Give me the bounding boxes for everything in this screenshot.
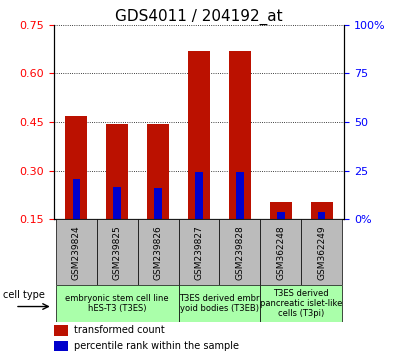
Bar	[301, 219, 342, 285]
Text: cell type: cell type	[3, 290, 45, 301]
Text: GSM239828: GSM239828	[236, 225, 244, 280]
Text: GSM239824: GSM239824	[72, 225, 81, 280]
Bar	[188, 51, 210, 219]
Bar	[179, 219, 219, 285]
Title: GDS4011 / 204192_at: GDS4011 / 204192_at	[115, 8, 283, 25]
Bar	[236, 172, 244, 219]
Text: T3ES derived embr
yoid bodies (T3EB): T3ES derived embr yoid bodies (T3EB)	[179, 294, 260, 313]
Bar	[179, 285, 260, 322]
Bar	[65, 116, 88, 219]
Text: GSM362249: GSM362249	[317, 225, 326, 280]
Bar	[54, 341, 68, 351]
Bar	[260, 219, 301, 285]
Bar	[269, 202, 292, 219]
Bar	[138, 219, 179, 285]
Bar	[147, 124, 169, 219]
Bar	[195, 172, 203, 219]
Text: GSM239827: GSM239827	[195, 225, 203, 280]
Bar	[54, 325, 68, 336]
Text: GSM362248: GSM362248	[276, 225, 285, 280]
Bar	[229, 51, 251, 219]
Text: transformed count: transformed count	[74, 325, 165, 336]
Bar	[56, 285, 179, 322]
Bar	[97, 219, 138, 285]
Text: embryonic stem cell line
hES-T3 (T3ES): embryonic stem cell line hES-T3 (T3ES)	[65, 294, 169, 313]
Text: GSM239825: GSM239825	[113, 225, 122, 280]
Bar	[72, 178, 80, 219]
Bar	[310, 202, 333, 219]
Bar	[277, 212, 285, 219]
Bar	[106, 124, 129, 219]
Bar	[113, 187, 121, 219]
Bar	[56, 219, 97, 285]
Text: percentile rank within the sample: percentile rank within the sample	[74, 341, 239, 351]
Text: GSM239826: GSM239826	[154, 225, 162, 280]
Text: T3ES derived
pancreatic islet-like
cells (T3pi): T3ES derived pancreatic islet-like cells…	[260, 289, 343, 319]
Bar	[260, 285, 342, 322]
Bar	[154, 188, 162, 219]
Bar	[219, 219, 260, 285]
Bar	[318, 212, 326, 219]
